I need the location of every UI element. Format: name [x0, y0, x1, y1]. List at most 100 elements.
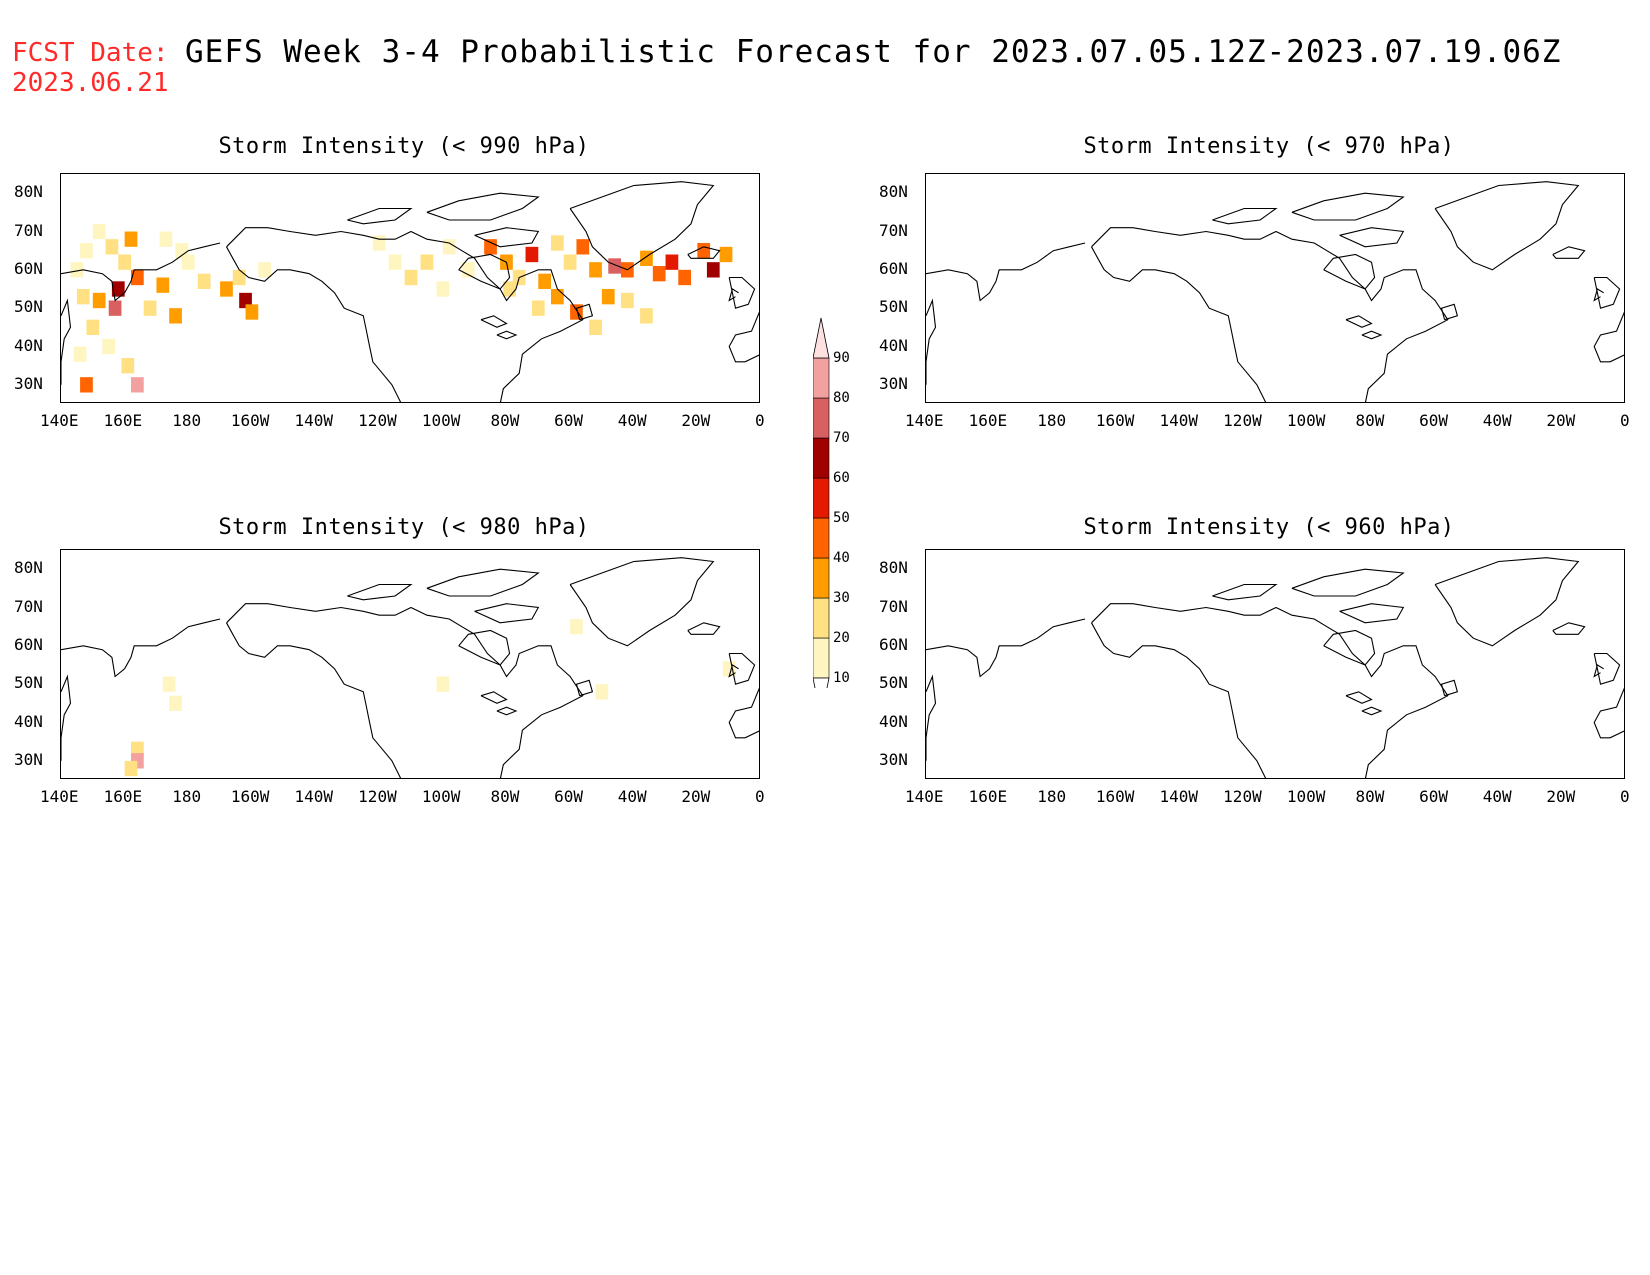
lat-tick-label: 80N [14, 182, 43, 202]
lat-tick-label: 80N [14, 558, 43, 578]
probability-cell [531, 300, 545, 316]
coastline [61, 674, 72, 761]
coastline [1434, 181, 1580, 271]
probability-cell [652, 266, 666, 282]
lon-tick-label: 100W [1286, 411, 1326, 430]
coastline [687, 622, 721, 635]
lat-tick-label: 30N [14, 373, 43, 393]
lon-tick-label: 160W [1095, 787, 1135, 806]
probability-cell [601, 289, 615, 305]
lat-tick-label: 40N [879, 711, 908, 731]
panel-title-970: Storm Intensity (< 970 hPa) [1083, 134, 1455, 159]
colorbar-label: 20 [833, 630, 850, 646]
lon-tick-label: 40W [617, 411, 647, 430]
lon-tick-label: 140W [1159, 787, 1199, 806]
lon-tick-label: 60W [554, 787, 583, 806]
coastline [1091, 227, 1449, 402]
map-panel-980 [60, 549, 760, 779]
colorbar-swatch [812, 357, 830, 399]
lon-tick-label: 140W [294, 787, 334, 806]
colorbar-swatch [812, 397, 830, 439]
panel-title-960: Storm Intensity (< 960 hPa) [1083, 515, 1455, 540]
coastline [1593, 288, 1604, 302]
lon-tick-label: 140E [905, 787, 944, 806]
lon-tick-label: 180 [172, 411, 202, 430]
lon-tick-label: 140W [294, 411, 334, 430]
probability-cell [169, 695, 182, 711]
lon-tick-label: 80W [490, 411, 520, 430]
lat-tick-label: 60N [879, 634, 908, 654]
coastline [728, 652, 756, 685]
probability-cell [220, 281, 233, 297]
coastline [1593, 652, 1621, 685]
colorbar-label: 70 [833, 430, 850, 446]
coastline [226, 227, 584, 402]
colorbar-label: 10 [833, 670, 850, 686]
colorbar-swatch [812, 317, 830, 359]
probability-cell [551, 235, 564, 251]
lat-tick-label: 50N [879, 673, 908, 693]
colorbar-swatch [812, 637, 830, 679]
lat-tick-label: 50N [14, 673, 43, 693]
lon-tick-label: 40W [1482, 411, 1512, 430]
lon-tick-label: 120W [1223, 411, 1262, 430]
probability-cell [484, 239, 497, 255]
lon-tick-label: 160E [968, 411, 1008, 430]
lon-tick-label: 160E [968, 787, 1008, 806]
probability-cell [719, 246, 733, 263]
coastline [728, 311, 759, 363]
coastline [926, 618, 1086, 678]
lat-tick-label: 70N [14, 596, 43, 616]
probability-cell [665, 254, 679, 270]
lat-tick-label: 40N [879, 335, 908, 355]
probability-cell [92, 223, 106, 240]
coastline [1552, 622, 1586, 635]
lat-tick-label: 40N [14, 335, 43, 355]
probability-cell [697, 243, 711, 259]
lon-tick-label: 0 [1620, 411, 1630, 430]
colorbar-label: 30 [833, 590, 850, 606]
coastline [926, 674, 937, 761]
probability-cell [420, 254, 434, 270]
coastline [926, 242, 1086, 302]
panel-title-980: Storm Intensity (< 980 hPa) [218, 515, 590, 540]
probability-cell [640, 250, 653, 266]
probability-cell [576, 239, 590, 255]
probability-cell [131, 269, 144, 286]
lat-tick-label: 80N [879, 182, 908, 202]
probability-cell [436, 676, 450, 692]
probability-cell [124, 231, 138, 247]
lon-tick-label: 180 [1037, 787, 1067, 806]
coastline [1091, 603, 1449, 778]
lon-tick-label: 20W [681, 787, 711, 806]
lon-tick-label: 40W [1482, 787, 1512, 806]
colorbar-svg [812, 317, 830, 719]
lon-tick-label: 60W [1419, 411, 1448, 430]
colorbar-label: 50 [833, 510, 850, 526]
coastline [728, 664, 739, 678]
probability-cell [589, 319, 602, 335]
coastline [1345, 691, 1373, 704]
coastline [728, 687, 759, 739]
coastline [687, 246, 721, 259]
probability-cell [169, 308, 182, 324]
colorbar-swatch [812, 597, 830, 639]
probability-cell [73, 346, 87, 362]
probability-cell [538, 273, 551, 289]
coastline [1361, 330, 1383, 340]
probability-cell [143, 300, 157, 316]
coastline [61, 618, 221, 678]
probability-cell [121, 358, 135, 374]
probability-cell [388, 254, 402, 270]
probability-cell [159, 231, 173, 247]
lat-tick-label: 60N [14, 634, 43, 654]
probability-cell [86, 319, 100, 335]
probability-cell [621, 292, 634, 309]
lat-tick-label: 70N [879, 220, 908, 240]
coastline [1212, 583, 1278, 601]
probability-cell [436, 281, 450, 297]
probability-cell [76, 289, 90, 305]
probability-cell [678, 269, 691, 286]
colorbar: 10 20 30 40 50 60 70 80 90 [812, 278, 893, 719]
probability-cell [563, 254, 577, 270]
